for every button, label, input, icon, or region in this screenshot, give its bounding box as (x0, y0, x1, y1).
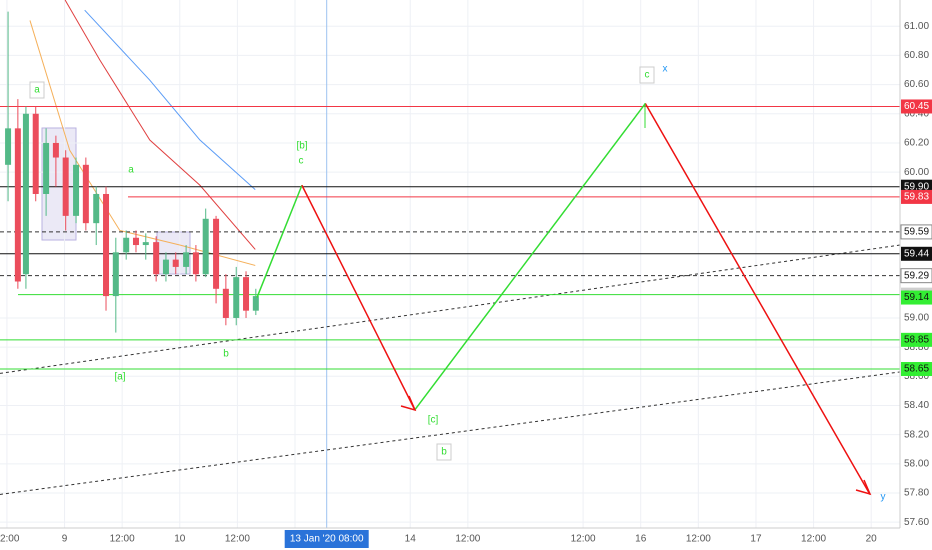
level-label: 59.44 (904, 248, 929, 259)
candle-body (222, 288, 229, 318)
level-label-box (900, 224, 932, 240)
annotation-box (29, 81, 45, 99)
x-tick-label: 12:00 (801, 534, 826, 545)
level-label: 59.29 (904, 270, 929, 281)
candle-body (132, 237, 139, 246)
level-label: 59.83 (904, 192, 929, 203)
candle-body (213, 218, 220, 289)
arrow-head (400, 395, 417, 412)
annotation-box (639, 66, 655, 84)
candle-body (62, 157, 69, 216)
annotation: c (299, 156, 304, 167)
annotation: x (663, 64, 668, 75)
level-label-box (901, 290, 932, 305)
time-axis (0, 528, 900, 550)
x-tick-label: 20 (866, 534, 878, 545)
trend-line (0, 371, 901, 495)
level-label: 59.59 (904, 227, 929, 238)
annotation: a (34, 85, 40, 96)
level-label-box (900, 268, 932, 284)
y-tick-label: 61.00 (904, 21, 929, 32)
y-tick-label: 58.40 (904, 400, 929, 411)
candle-body (123, 237, 130, 253)
level-label-box (901, 362, 932, 377)
candle-body (22, 113, 29, 275)
x-tick-label: 10 (174, 534, 186, 545)
moving-average (84, 9, 256, 190)
candle-body (202, 218, 209, 275)
annotation: [a] (114, 372, 125, 383)
y-tick-label: 57.60 (904, 517, 929, 528)
annotation: [b] (296, 141, 307, 152)
level-label-box (901, 246, 932, 261)
candle-body (43, 142, 50, 194)
level-label: 59.14 (904, 292, 929, 303)
x-tick-label: 12:00 (686, 534, 711, 545)
y-tick-label: 58.20 (904, 429, 929, 440)
y-tick-label: 60.00 (904, 167, 929, 178)
y-tick-label: 58.60 (904, 371, 929, 382)
x-tick-label: 12:00 (0, 534, 20, 545)
annotation: c (645, 70, 650, 81)
candle-body (172, 259, 179, 267)
candle-body (142, 242, 149, 246)
x-tick-label: 16 (635, 534, 647, 545)
y-tick-label: 58.00 (904, 458, 929, 469)
candle-body (192, 252, 199, 275)
candle-body (233, 277, 240, 318)
y-tick-label: 57.80 (904, 488, 929, 499)
level-label: 58.85 (904, 334, 929, 345)
y-tick-label: 59.00 (904, 313, 929, 324)
crosshair-label-box (284, 530, 369, 548)
level-label: 59.90 (904, 181, 929, 192)
annotation: [c] (428, 415, 439, 426)
annotation: b (441, 447, 447, 458)
candle-body (93, 193, 100, 224)
arrow-head (855, 479, 872, 496)
annotation: y (881, 492, 886, 503)
level-label-box (901, 189, 932, 204)
level-label: 58.65 (904, 364, 929, 375)
candle-body (183, 252, 190, 267)
y-tick-label: 60.60 (904, 79, 929, 90)
crosshair-label: 13 Jan '20 08:00 (290, 534, 364, 545)
x-tick-label: 14 (405, 534, 417, 545)
wave-line (301, 184, 416, 411)
y-tick-label: 60.80 (904, 50, 929, 61)
candle-body (52, 142, 59, 158)
level-label-box (901, 332, 932, 347)
candle-body (162, 259, 169, 275)
x-tick-label: 12:00 (225, 534, 250, 545)
candle-body (14, 128, 21, 282)
x-tick-label: 12:00 (110, 534, 135, 545)
y-tick-label: 60.40 (904, 108, 929, 119)
annotation: b (223, 349, 229, 360)
y-tick-label: 60.20 (904, 138, 929, 149)
candle-body (32, 113, 39, 194)
trend-line (0, 244, 901, 374)
annotation-box (436, 443, 452, 461)
wave-line (414, 103, 646, 411)
moving-average (64, 0, 256, 250)
annotation: a (128, 165, 134, 176)
x-tick-label: 9 (62, 534, 68, 545)
level-label: 60.45 (904, 101, 929, 112)
candle-body (73, 164, 80, 216)
candle-body (252, 296, 259, 311)
x-tick-label: 12:00 (571, 534, 596, 545)
x-tick-label: 12:00 (455, 534, 480, 545)
candle-body (112, 252, 119, 297)
y-tick-label: 58.80 (904, 342, 929, 353)
candle-body (243, 277, 250, 311)
x-tick-label: 17 (750, 534, 762, 545)
level-label-box (901, 99, 932, 114)
wave-line (644, 103, 871, 495)
candle-body (5, 128, 12, 165)
candle-body (103, 193, 110, 297)
candle-body (82, 164, 89, 224)
candle-body (153, 242, 160, 275)
wave-line (256, 184, 303, 298)
